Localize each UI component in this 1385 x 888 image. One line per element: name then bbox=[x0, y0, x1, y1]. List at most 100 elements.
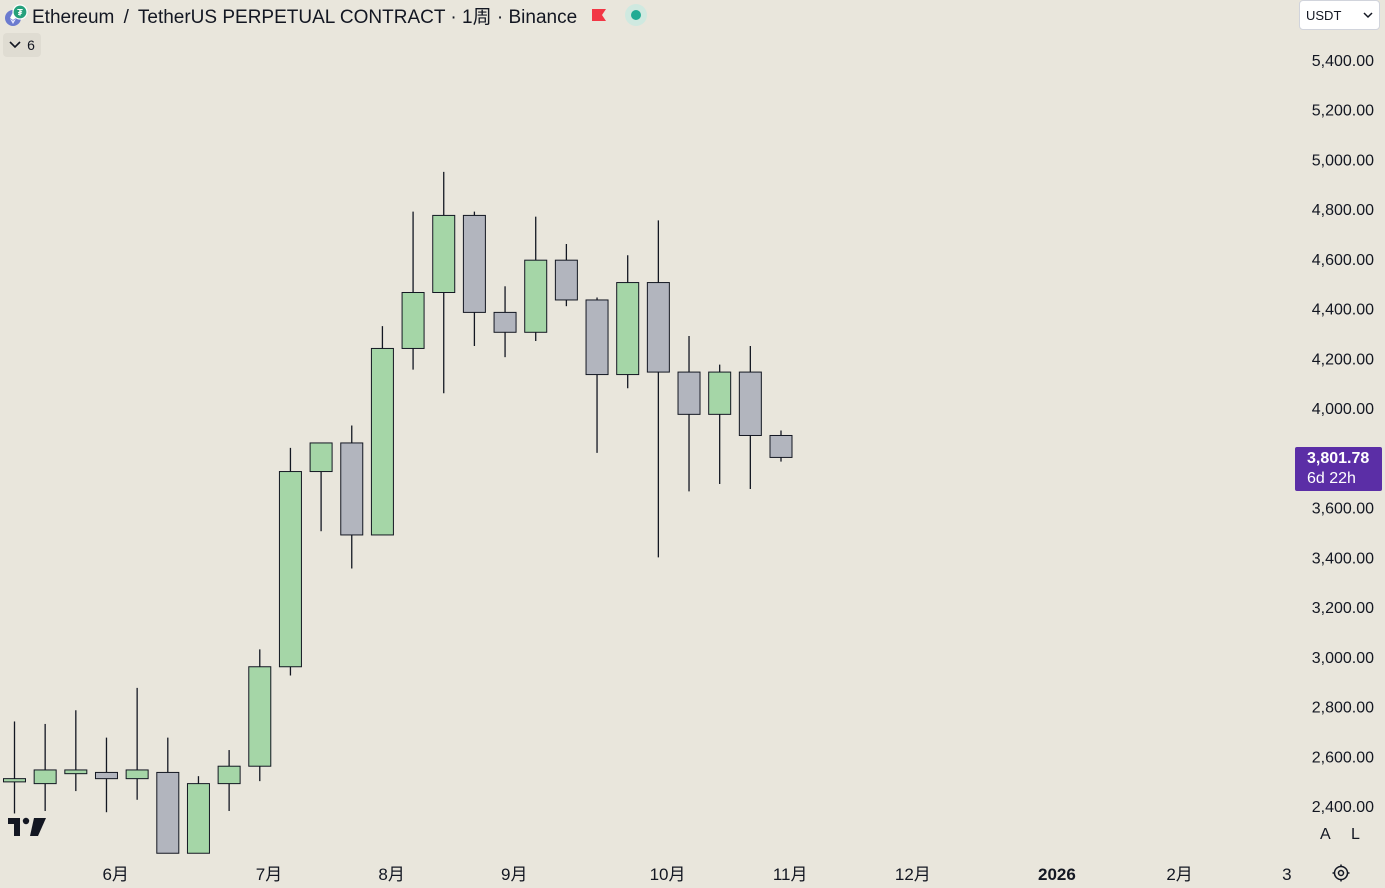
title-dot: · bbox=[496, 6, 504, 28]
price-tick-label: 5,000.00 bbox=[1312, 152, 1374, 169]
chevron-down-icon bbox=[9, 41, 21, 49]
candle bbox=[340, 425, 364, 569]
currency-select[interactable]: USDT bbox=[1299, 0, 1380, 30]
symbol-base: Ethereum bbox=[32, 6, 115, 28]
candle bbox=[64, 710, 88, 792]
candle bbox=[217, 750, 241, 811]
price-tick-label: 5,200.00 bbox=[1312, 103, 1374, 120]
candle-body bbox=[370, 347, 394, 536]
log-scale-button[interactable]: L bbox=[1351, 826, 1360, 843]
time-tick-label: 2月 bbox=[1166, 865, 1192, 884]
gear-icon[interactable] bbox=[1331, 863, 1351, 888]
indicators-toggle-button[interactable]: 6 bbox=[3, 33, 41, 57]
price-tick-label: 4,200.00 bbox=[1312, 351, 1374, 368]
candle bbox=[370, 326, 394, 536]
time-tick-label: 3 bbox=[1282, 865, 1291, 884]
time-tick-label: 11月 bbox=[773, 865, 808, 884]
candle-body bbox=[309, 442, 333, 473]
candle-body bbox=[708, 371, 732, 415]
candle-body bbox=[33, 769, 57, 785]
price-tick-label: 3,400.00 bbox=[1312, 550, 1374, 567]
candle bbox=[186, 776, 210, 854]
candle-body bbox=[554, 259, 578, 301]
candle bbox=[156, 737, 180, 854]
flag-icon[interactable] bbox=[591, 7, 607, 23]
price-tick-label: 4,600.00 bbox=[1312, 252, 1374, 269]
candle-body bbox=[616, 282, 640, 376]
auto-scale-button[interactable]: A bbox=[1320, 826, 1331, 843]
symbol-separator: / bbox=[123, 6, 129, 28]
price-axis[interactable]: 2,400.00 2,600.00 2,800.00 3,000.00 3,200.00… bbox=[1312, 53, 1374, 816]
last-price-value: 3,801.78 bbox=[1307, 450, 1370, 467]
candle-body bbox=[248, 666, 272, 767]
candle-body bbox=[401, 292, 425, 349]
candle-body bbox=[3, 778, 26, 783]
price-tick-label: 4,400.00 bbox=[1312, 302, 1374, 319]
chart-header: ₮ Ethereum / TetherUS PERPETUAL CONTRACT… bbox=[0, 0, 648, 30]
candle bbox=[769, 430, 793, 462]
candle bbox=[677, 336, 701, 492]
candle bbox=[33, 723, 57, 811]
indicators-count: 6 bbox=[27, 37, 35, 53]
time-tick-label: 2026 bbox=[1038, 865, 1076, 884]
svg-text:₮: ₮ bbox=[17, 8, 23, 18]
price-tick-label: 3,600.00 bbox=[1312, 501, 1374, 518]
price-tick-label: 5,400.00 bbox=[1312, 53, 1374, 70]
time-tick-label: 12月 bbox=[895, 865, 931, 884]
candle-body bbox=[646, 282, 670, 373]
time-tick-label: 7月 bbox=[256, 865, 282, 884]
candle-body bbox=[94, 771, 118, 780]
symbol-title[interactable]: Ethereum / TetherUS PERPETUAL CONTRACT ·… bbox=[32, 2, 577, 29]
price-tick-label: 2,600.00 bbox=[1312, 749, 1374, 766]
exchange-label: Binance bbox=[508, 6, 578, 28]
candle bbox=[248, 649, 272, 782]
interval-label: 1周 bbox=[462, 6, 492, 28]
candle-body bbox=[738, 371, 762, 436]
candle bbox=[646, 220, 670, 558]
candle-body bbox=[156, 771, 180, 854]
price-tick-label: 3,200.00 bbox=[1312, 600, 1374, 617]
candle bbox=[432, 171, 456, 394]
candle bbox=[94, 737, 118, 813]
candle bbox=[462, 211, 486, 346]
chevron-down-icon bbox=[1363, 11, 1373, 18]
tradingview-logo-icon[interactable] bbox=[6, 816, 48, 843]
time-tick-label: 6月 bbox=[102, 865, 128, 884]
price-tick-label: 3,000.00 bbox=[1312, 650, 1374, 667]
bar-countdown: 6d 22h bbox=[1307, 470, 1356, 487]
candle bbox=[554, 244, 578, 307]
price-tick-label: 4,800.00 bbox=[1312, 202, 1374, 219]
price-tick-label: 4,000.00 bbox=[1312, 401, 1374, 418]
candle-body bbox=[524, 259, 548, 333]
market-status-indicator[interactable] bbox=[625, 4, 648, 26]
candle-body bbox=[677, 371, 701, 415]
candle-body bbox=[462, 214, 486, 313]
time-tick-label: 8月 bbox=[378, 865, 404, 884]
candle bbox=[278, 447, 302, 676]
currency-value: USDT bbox=[1306, 7, 1342, 23]
candle-body bbox=[769, 434, 793, 458]
candle bbox=[309, 442, 333, 532]
candle bbox=[585, 297, 609, 453]
candle bbox=[524, 216, 548, 341]
time-tick-label: 9月 bbox=[501, 865, 527, 884]
candle bbox=[493, 286, 517, 358]
time-axis[interactable]: 6月 7月 8月 9月 10月 11月 12月 2026 2月 3 bbox=[102, 865, 1291, 884]
candle bbox=[401, 211, 425, 370]
candle bbox=[708, 364, 732, 484]
price-tick-label: 2,800.00 bbox=[1312, 700, 1374, 717]
candle bbox=[616, 255, 640, 389]
candle-body bbox=[340, 442, 364, 536]
candle bbox=[738, 345, 762, 489]
ethereum-logo-icon: ₮ bbox=[4, 3, 28, 27]
candle-body bbox=[125, 769, 149, 780]
price-tick-label: 2,400.00 bbox=[1312, 799, 1374, 816]
candle-body bbox=[217, 765, 241, 785]
candle bbox=[3, 721, 26, 814]
candle-body bbox=[186, 783, 210, 854]
title-dot: · bbox=[450, 6, 457, 28]
candle-body bbox=[585, 299, 609, 376]
candle-body bbox=[493, 311, 517, 333]
candle-body bbox=[432, 214, 456, 294]
